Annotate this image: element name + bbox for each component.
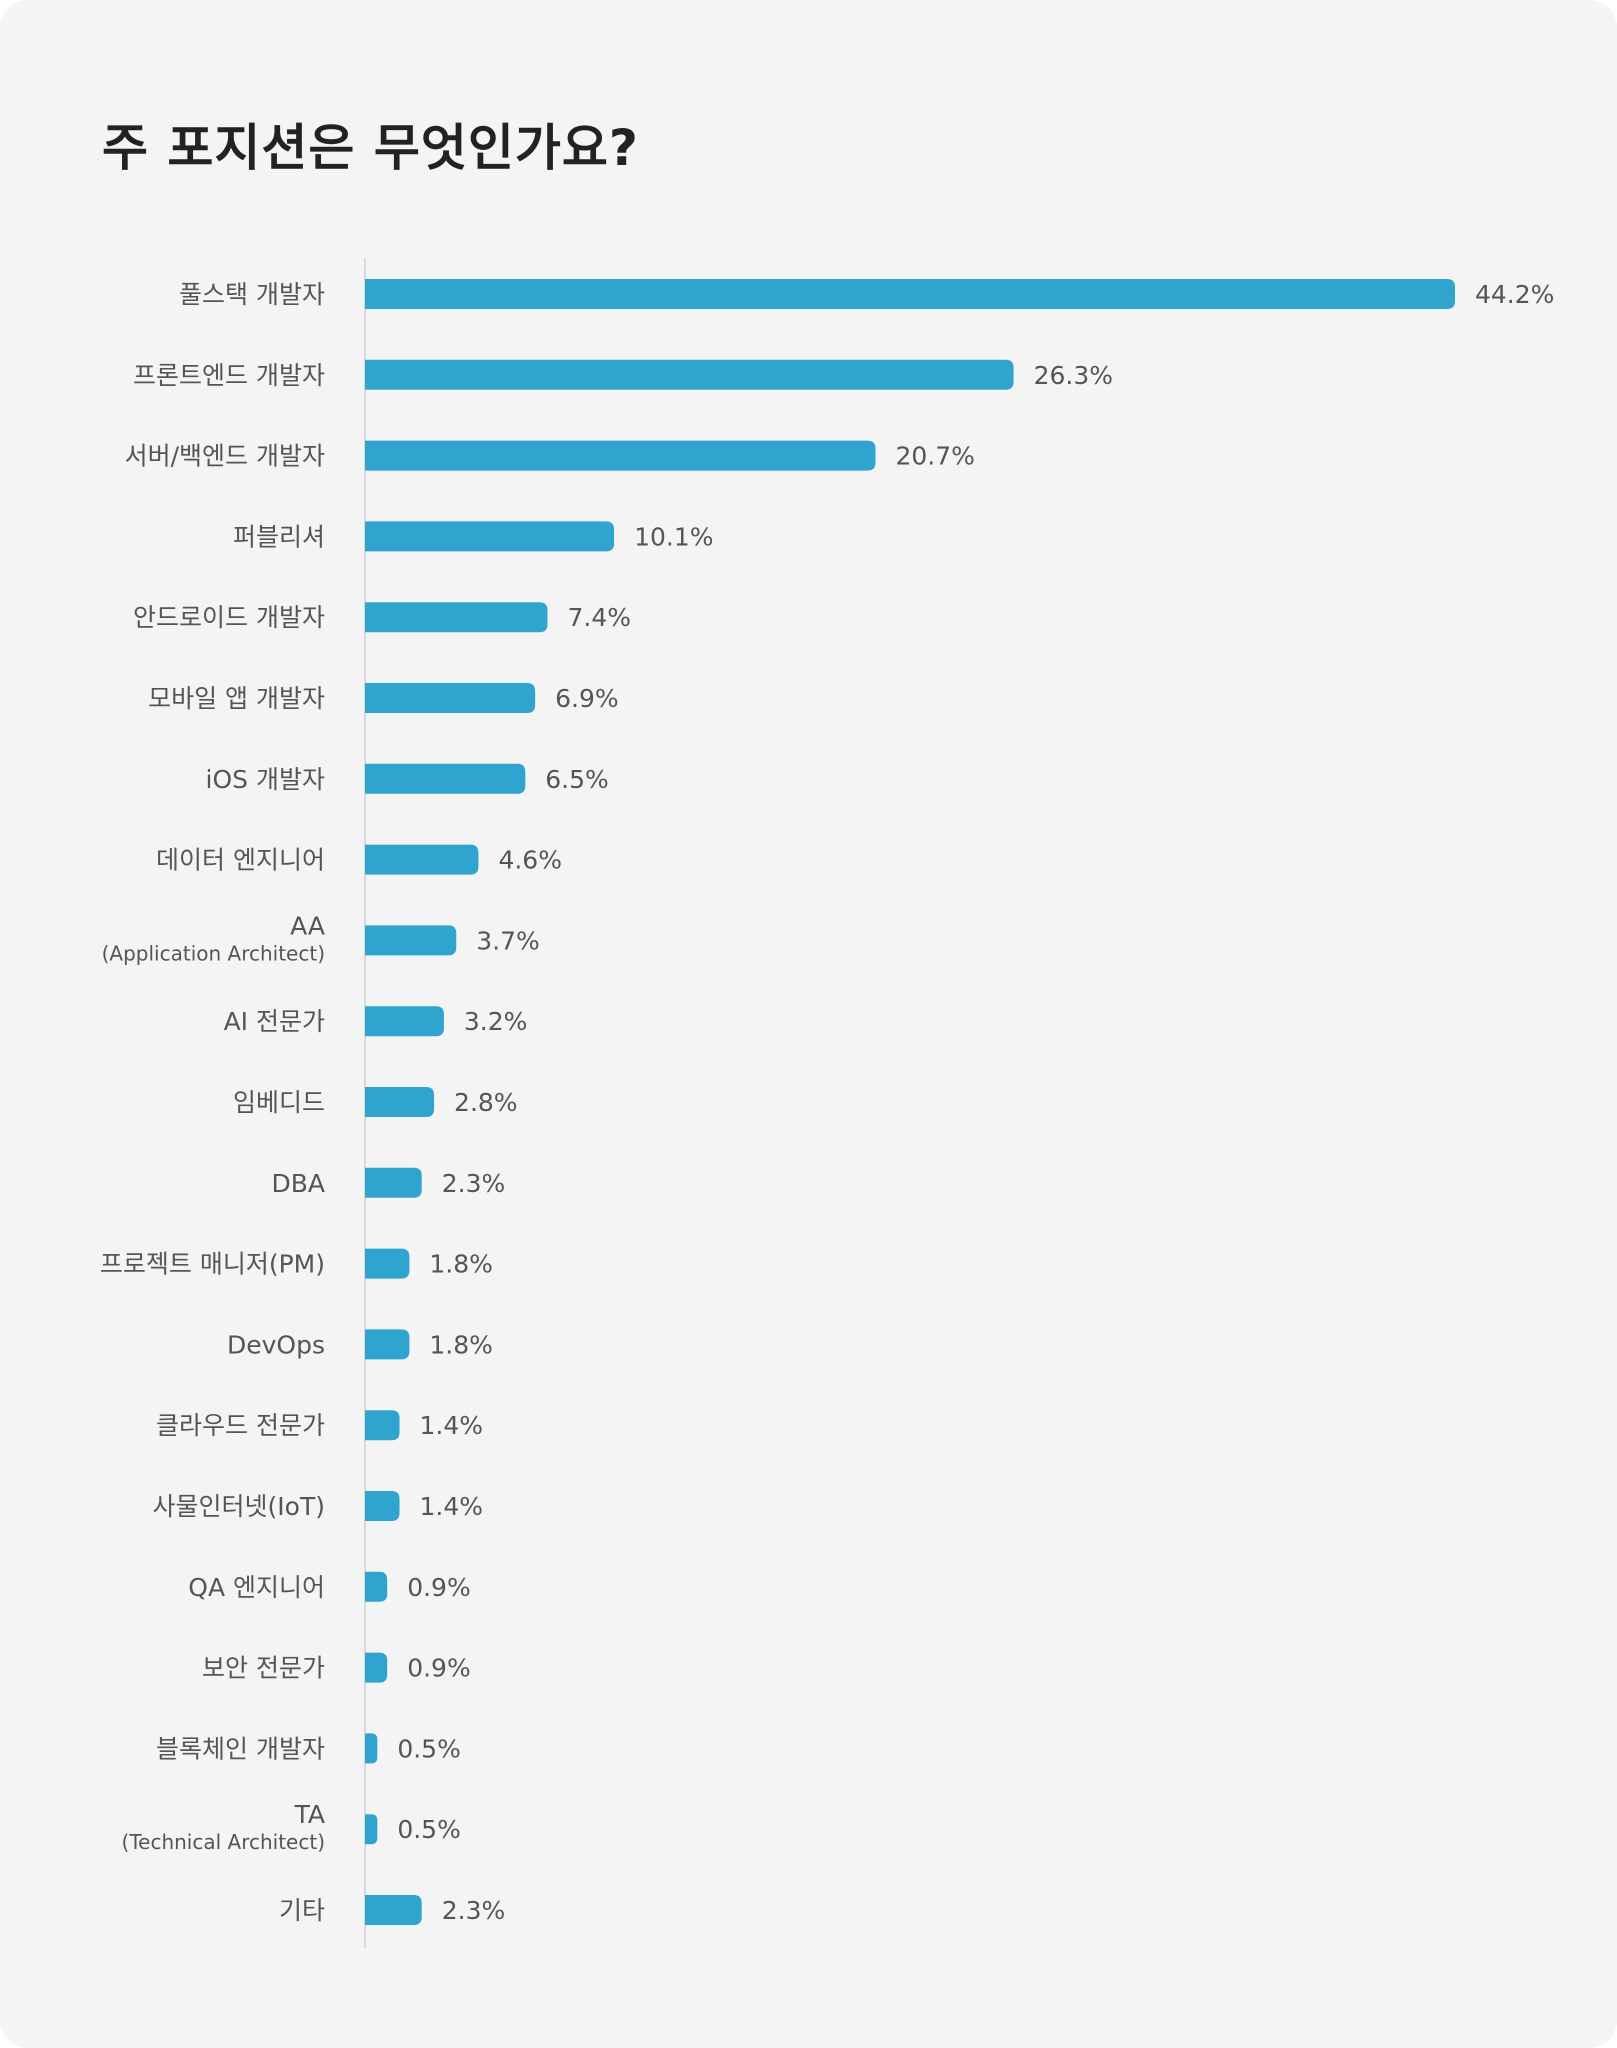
category-label: TA (294, 1800, 325, 1829)
category-label: 보안 전문가 (202, 1654, 325, 1683)
bar (365, 683, 536, 713)
value-label: 2.8% (454, 1088, 518, 1117)
value-label: 1.4% (420, 1492, 484, 1521)
bar (365, 359, 1014, 390)
bar (365, 279, 1455, 309)
bar (365, 1491, 400, 1521)
bar (365, 1006, 444, 1037)
value-label: 4.6% (498, 846, 562, 875)
category-label: 블록체인 개발자 (156, 1734, 325, 1763)
value-label: 1.8% (429, 1330, 493, 1359)
category-label: 프로젝트 매니저(PM) (100, 1250, 325, 1279)
value-label: 6.9% (555, 684, 619, 713)
bar (365, 602, 548, 633)
value-label: 3.2% (464, 1007, 528, 1036)
category-label: QA 엔지니어 (188, 1573, 325, 1602)
value-label: 3.7% (476, 926, 540, 955)
bar (365, 763, 526, 794)
category-label: 안드로이드 개발자 (133, 603, 325, 632)
category-sublabel: (Application Architect) (102, 941, 325, 965)
bar (365, 1733, 378, 1764)
value-label: 7.4% (567, 603, 631, 632)
chart-title: 주 포지션은 무엇인가요? (102, 119, 639, 177)
bar (365, 1329, 410, 1360)
bar (365, 844, 479, 875)
bar (365, 1571, 388, 1602)
category-label: AA (290, 911, 325, 940)
value-label: 1.8% (429, 1250, 493, 1279)
bar (365, 1410, 400, 1441)
bar (365, 1167, 422, 1198)
value-label: 20.7% (895, 442, 974, 471)
category-label: 풀스택 개발자 (179, 280, 325, 309)
value-label: 1.4% (420, 1411, 484, 1440)
category-sublabel: (Technical Architect) (122, 1830, 325, 1854)
category-label: 임베디드 (233, 1088, 325, 1117)
value-label: 0.9% (407, 1654, 471, 1683)
bar (365, 1087, 435, 1117)
category-label: 데이터 엔지니어 (156, 846, 325, 875)
value-label: 26.3% (1034, 361, 1113, 390)
category-label: AI 전문가 (224, 1007, 325, 1036)
value-label: 0.5% (397, 1734, 461, 1763)
category-label: iOS 개발자 (206, 765, 325, 794)
bar (365, 1248, 410, 1279)
bar (365, 521, 615, 552)
category-label: 서버/백엔드 개발자 (125, 442, 325, 471)
category-label: 사물인터넷(IoT) (153, 1492, 325, 1521)
category-label: DBA (271, 1169, 325, 1198)
value-label: 0.9% (407, 1573, 471, 1602)
category-label: 클라우드 전문가 (156, 1411, 325, 1440)
value-label: 6.5% (545, 765, 609, 794)
category-label: 기타 (279, 1896, 325, 1925)
bar (365, 1814, 378, 1845)
value-label: 10.1% (634, 522, 713, 551)
value-label: 0.5% (397, 1815, 461, 1844)
value-label: 2.3% (442, 1896, 506, 1925)
bar (365, 440, 876, 471)
bar (365, 925, 457, 956)
category-label: 퍼블리셔 (233, 522, 325, 551)
category-label: 프론트엔드 개발자 (133, 361, 325, 390)
category-label: 모바일 앱 개발자 (148, 684, 325, 713)
category-label: DevOps (227, 1330, 325, 1359)
value-label: 2.3% (442, 1169, 506, 1198)
bar (365, 1895, 422, 1925)
value-label: 44.2% (1475, 280, 1554, 309)
bar (365, 1652, 388, 1683)
